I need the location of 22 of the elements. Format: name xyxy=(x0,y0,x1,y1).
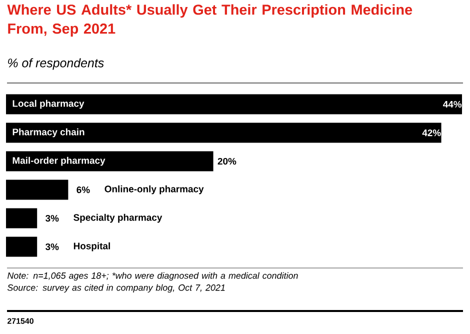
y-tick-label: Local pharmacy xyxy=(12,100,84,109)
data-label: 44% xyxy=(443,100,462,108)
bar xyxy=(6,94,462,114)
bar xyxy=(6,180,68,200)
data-label: 3% xyxy=(46,214,59,222)
data-label: 6% xyxy=(76,186,90,194)
bar xyxy=(6,122,442,143)
data-label: 3% xyxy=(46,243,59,250)
y-tick-label: Online-only pharmacy xyxy=(104,185,204,194)
data-label: 20% xyxy=(218,158,236,165)
bar xyxy=(6,208,38,228)
bar xyxy=(6,151,214,172)
chart-subtitle: % of respondents xyxy=(8,58,104,70)
y-tick-label: Mail-order pharmacy xyxy=(12,156,106,166)
text: Note: n=1,065 ages 18+; *who were diagnosed with a medical condition xyxy=(7,272,298,281)
chart-title: Where US Adults* Usually Get Their Prescription Medicine From, Sep 2021 xyxy=(7,4,412,37)
y-tick-label: Hospital xyxy=(74,242,110,252)
data-label: 42% xyxy=(422,129,441,136)
source-note: Source: survey as cited in company blog, Oct 7, 2021 xyxy=(7,284,225,293)
bar xyxy=(6,236,38,257)
y-tick-label: Pharmacy chain xyxy=(12,128,84,138)
y-tick-label: Specialty pharmacy xyxy=(74,214,162,223)
